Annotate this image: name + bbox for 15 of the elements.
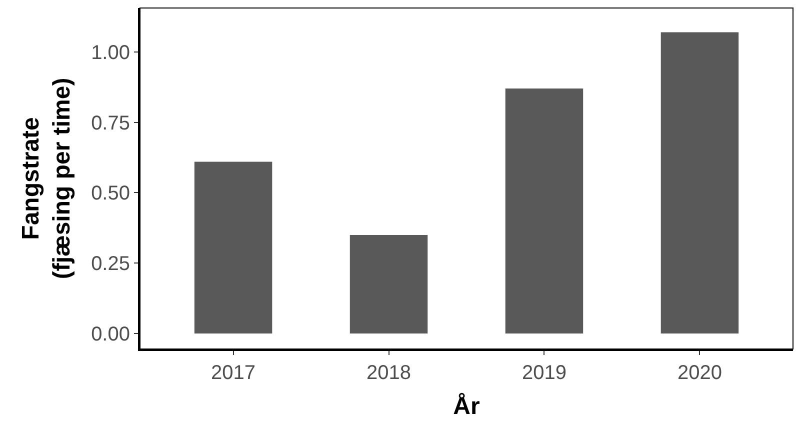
x-tick-label: 2017 <box>211 362 256 384</box>
y-tick-label: 0.00 <box>91 324 130 346</box>
x-tick-label: 2019 <box>522 362 566 384</box>
bar <box>350 234 428 334</box>
x-tick-label: 2020 <box>677 362 722 384</box>
x-axis-title: År <box>453 392 480 420</box>
y-tick-label: 0.25 <box>91 253 130 276</box>
y-tick-label: 0.75 <box>91 112 130 134</box>
y-axis-title: Fangstrate (fjæsing per time) <box>17 78 76 280</box>
bar <box>660 32 739 334</box>
bar <box>505 88 584 334</box>
y-tick-label: 1.00 <box>91 42 130 64</box>
x-tick-label: 2018 <box>366 362 412 384</box>
y-tick-label: 0.50 <box>91 182 130 205</box>
bar <box>194 162 272 334</box>
